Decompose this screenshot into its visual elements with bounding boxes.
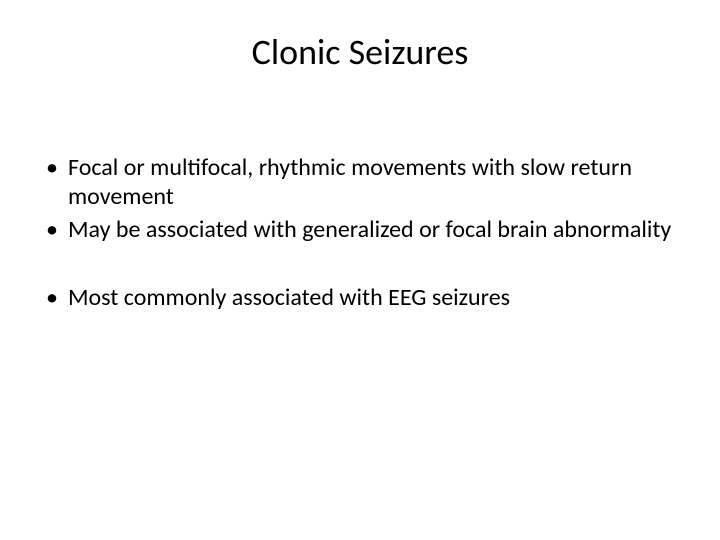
bullet-item: Focal or multifocal, rhythmic movements … (40, 154, 680, 212)
bullet-list: Focal or multifocal, rhythmic movements … (40, 154, 680, 313)
slide-container: Clonic Seizures Focal or multifocal, rhy… (0, 0, 720, 540)
slide-content: Focal or multifocal, rhythmic movements … (40, 154, 680, 313)
bullet-item: May be associated with generalized or fo… (40, 216, 680, 245)
bullet-item: Most commonly associated with EEG seizur… (40, 284, 680, 313)
slide-title: Clonic Seizures (40, 30, 680, 74)
